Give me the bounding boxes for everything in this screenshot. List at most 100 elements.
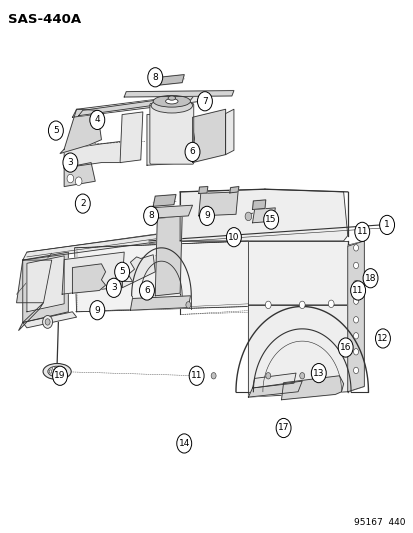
- Polygon shape: [74, 241, 252, 312]
- Circle shape: [189, 366, 204, 385]
- Polygon shape: [155, 216, 182, 296]
- Circle shape: [48, 121, 63, 140]
- Text: 11: 11: [356, 228, 367, 236]
- Circle shape: [176, 434, 191, 453]
- Polygon shape: [192, 109, 225, 163]
- Polygon shape: [72, 264, 105, 293]
- Circle shape: [43, 316, 52, 328]
- Polygon shape: [23, 312, 76, 328]
- Polygon shape: [252, 200, 265, 209]
- Polygon shape: [225, 109, 233, 155]
- Circle shape: [226, 228, 241, 247]
- Circle shape: [353, 367, 358, 374]
- Circle shape: [353, 317, 358, 323]
- Circle shape: [90, 301, 104, 320]
- Circle shape: [75, 194, 90, 213]
- Circle shape: [311, 364, 325, 383]
- Polygon shape: [153, 195, 176, 206]
- Polygon shape: [248, 381, 301, 397]
- Circle shape: [52, 367, 55, 370]
- Polygon shape: [147, 112, 194, 165]
- Text: 15: 15: [265, 215, 276, 224]
- Text: 3: 3: [111, 284, 116, 292]
- FancyBboxPatch shape: [150, 103, 193, 164]
- Circle shape: [353, 280, 358, 287]
- Polygon shape: [120, 112, 142, 163]
- Polygon shape: [248, 241, 347, 305]
- Polygon shape: [72, 93, 204, 117]
- Text: 11: 11: [190, 372, 202, 380]
- Circle shape: [143, 206, 158, 225]
- Polygon shape: [78, 95, 194, 116]
- Polygon shape: [122, 255, 155, 288]
- Circle shape: [185, 302, 190, 308]
- Circle shape: [106, 278, 121, 297]
- Circle shape: [59, 373, 62, 376]
- Circle shape: [49, 370, 52, 373]
- Text: 3: 3: [67, 158, 73, 167]
- Polygon shape: [64, 141, 122, 168]
- Circle shape: [52, 373, 55, 376]
- Polygon shape: [157, 75, 184, 85]
- Circle shape: [90, 110, 104, 130]
- Text: 11: 11: [351, 286, 363, 295]
- Circle shape: [275, 418, 290, 438]
- Polygon shape: [130, 296, 190, 310]
- Circle shape: [67, 174, 74, 183]
- Circle shape: [362, 269, 377, 288]
- Circle shape: [328, 300, 333, 308]
- Circle shape: [265, 373, 270, 379]
- Circle shape: [63, 153, 78, 172]
- Circle shape: [350, 281, 365, 300]
- Circle shape: [379, 215, 394, 235]
- Ellipse shape: [168, 96, 175, 100]
- Text: 1: 1: [383, 221, 389, 229]
- Ellipse shape: [48, 366, 66, 377]
- Text: 14: 14: [178, 439, 190, 448]
- Polygon shape: [281, 376, 343, 400]
- Text: 4: 4: [94, 116, 100, 124]
- Circle shape: [52, 366, 67, 385]
- Polygon shape: [64, 163, 95, 187]
- Ellipse shape: [165, 99, 178, 104]
- Polygon shape: [124, 91, 233, 97]
- Circle shape: [375, 329, 389, 348]
- Circle shape: [353, 333, 358, 339]
- Text: 10: 10: [228, 233, 239, 241]
- Text: 8: 8: [152, 73, 158, 82]
- Text: 18: 18: [364, 274, 375, 282]
- Polygon shape: [252, 208, 275, 223]
- Text: 6: 6: [144, 286, 150, 295]
- Polygon shape: [23, 233, 167, 260]
- Circle shape: [75, 177, 82, 185]
- Text: 9: 9: [94, 306, 100, 314]
- Polygon shape: [147, 205, 192, 219]
- Polygon shape: [347, 241, 363, 392]
- Circle shape: [353, 262, 358, 269]
- Circle shape: [353, 349, 358, 355]
- Polygon shape: [27, 256, 64, 312]
- Circle shape: [211, 373, 216, 379]
- Text: 17: 17: [277, 424, 289, 432]
- Ellipse shape: [151, 98, 192, 113]
- Polygon shape: [180, 189, 347, 241]
- Polygon shape: [198, 192, 237, 216]
- Polygon shape: [17, 260, 52, 303]
- Polygon shape: [248, 305, 347, 397]
- Polygon shape: [23, 252, 68, 322]
- Text: 5: 5: [119, 268, 125, 276]
- Ellipse shape: [43, 364, 71, 379]
- Circle shape: [62, 370, 65, 373]
- Text: 8: 8: [148, 212, 154, 220]
- Circle shape: [244, 212, 251, 221]
- Circle shape: [114, 262, 129, 281]
- Text: 9: 9: [204, 212, 209, 220]
- Polygon shape: [252, 373, 295, 388]
- Polygon shape: [19, 303, 43, 330]
- Circle shape: [337, 338, 352, 357]
- Circle shape: [199, 206, 214, 225]
- Text: 5: 5: [53, 126, 59, 135]
- Circle shape: [45, 319, 50, 325]
- Circle shape: [147, 68, 162, 87]
- Circle shape: [353, 298, 358, 304]
